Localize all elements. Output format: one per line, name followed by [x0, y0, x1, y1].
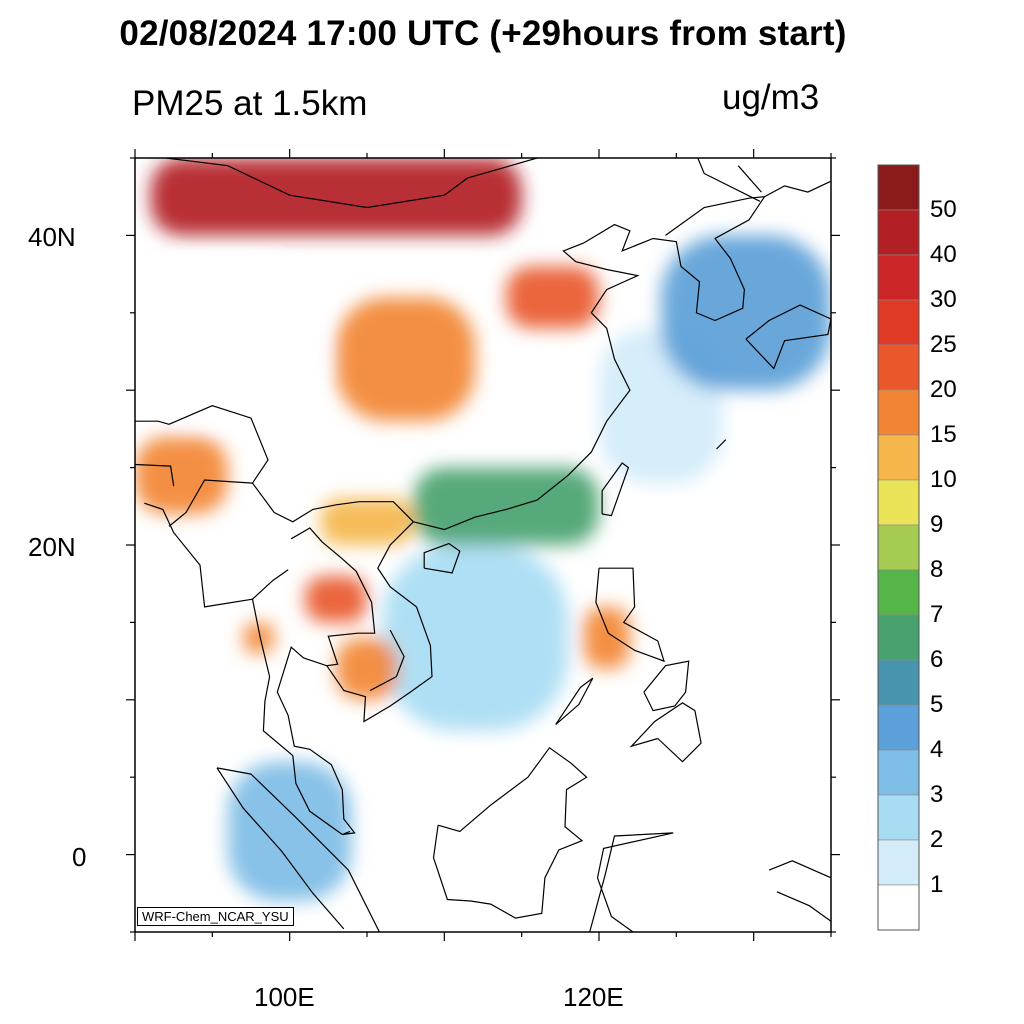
variable-subtitle: PM25 at 1.5km — [132, 84, 368, 123]
colorbar-label-10: 10 — [930, 466, 957, 493]
coastline-3 — [216, 767, 345, 930]
coastline-27 — [776, 891, 831, 922]
colorbar-label-7: 7 — [930, 601, 944, 628]
coastlines — [135, 158, 831, 932]
pm25-region-2 — [382, 545, 569, 731]
coastline-14 — [716, 439, 727, 450]
coastline-26 — [342, 830, 351, 836]
colorbar-label-5: 5 — [930, 691, 944, 718]
pm25-region-4 — [660, 235, 831, 391]
pm25-region-6 — [320, 498, 414, 545]
coastline-4 — [601, 462, 630, 517]
lat-label-40n: 40N — [28, 222, 76, 252]
colorbar-label-6: 6 — [930, 646, 944, 673]
coastline-11 — [589, 832, 674, 932]
colorbar-label-4: 4 — [930, 736, 944, 763]
colorbar-swatch-2 — [877, 254, 920, 301]
coastline-7 — [643, 660, 690, 712]
coastline-22 — [697, 158, 761, 202]
colorbar-label-8: 8 — [930, 556, 944, 583]
colorbar-swatch-4 — [877, 344, 920, 391]
colorbar-label-3: 3 — [930, 781, 944, 808]
coastline-2 — [216, 767, 380, 932]
pm25-region-8 — [135, 436, 228, 515]
colorbar-swatch-0 — [877, 164, 920, 211]
coastline-17 — [168, 405, 414, 523]
colorbar-frame — [877, 164, 920, 931]
pm25-region-5 — [413, 467, 599, 545]
colorbar-label-2: 2 — [930, 826, 944, 853]
coastline-25 — [135, 463, 175, 487]
coastline-18 — [168, 479, 253, 527]
colorbar-swatch-6 — [877, 434, 920, 481]
coastline-15 — [737, 165, 762, 193]
coastline-20 — [369, 629, 405, 692]
pm25-region-0 — [135, 266, 321, 422]
colorbar-swatch-15 — [877, 839, 920, 886]
colorbar-label-50: 50 — [930, 196, 957, 223]
colorbar-swatch-12 — [877, 704, 920, 751]
colorbar-label-9: 9 — [930, 511, 944, 538]
colorbar — [877, 164, 920, 931]
colorbar-label-15: 15 — [930, 421, 957, 448]
coastline-9 — [555, 677, 594, 726]
pm25-region-14 — [150, 158, 522, 236]
colorbar-swatch-14 — [877, 794, 920, 841]
coastline-6 — [595, 567, 665, 663]
colorbar-label-20: 20 — [930, 376, 957, 403]
colorbar-swatch-9 — [877, 569, 920, 616]
colorbar-label-30: 30 — [930, 286, 957, 313]
coastline-10 — [432, 746, 588, 919]
colorbar-swatch-7 — [877, 479, 920, 526]
map-title: 02/08/2024 17:00 UTC (+29hours from star… — [119, 14, 847, 53]
pm25-field — [135, 158, 831, 902]
pm25-region-13 — [305, 575, 367, 623]
colorbar-label-40: 40 — [930, 241, 957, 268]
coastline-16 — [165, 158, 540, 209]
coastline-1 — [144, 502, 433, 836]
lon-label-100e: 100E — [254, 982, 315, 1012]
lon-label-120e: 120E — [563, 982, 624, 1012]
coastline-23 — [665, 196, 765, 236]
colorbar-swatch-5 — [877, 389, 920, 436]
coastline-12 — [768, 860, 831, 879]
coastline-13 — [745, 304, 831, 370]
colorbar-swatch-3 — [877, 299, 920, 346]
model-credit: WRF-Chem_NCAR_YSU — [137, 907, 294, 926]
colorbar-swatch-13 — [877, 749, 920, 796]
coastline-19 — [290, 527, 376, 667]
axis-ticks — [126, 149, 840, 941]
colorbar-swatch-16 — [877, 884, 920, 931]
coastline-21 — [252, 569, 289, 600]
coastline-5 — [423, 542, 461, 574]
colorbar-swatch-8 — [877, 524, 920, 571]
lat-label-20n: 20N — [28, 532, 76, 562]
colorbar-label-1: 1 — [930, 871, 944, 898]
coastline-0 — [413, 180, 831, 531]
colorbar-label-25: 25 — [930, 331, 957, 358]
pm25-region-11 — [583, 606, 630, 669]
colorbar-swatch-10 — [877, 614, 920, 661]
pm25-region-7 — [336, 297, 476, 422]
lat-label-0: 0 — [72, 842, 87, 872]
colorbar-swatch-11 — [877, 659, 920, 706]
pm25-region-10 — [243, 622, 275, 654]
coastline-8 — [629, 702, 702, 763]
colorbar-swatch-1 — [877, 209, 920, 256]
units-label: ug/m3 — [722, 78, 820, 117]
pm25-region-3 — [227, 761, 352, 902]
coastline-24 — [135, 420, 170, 425]
pm25-region-12 — [506, 266, 599, 329]
